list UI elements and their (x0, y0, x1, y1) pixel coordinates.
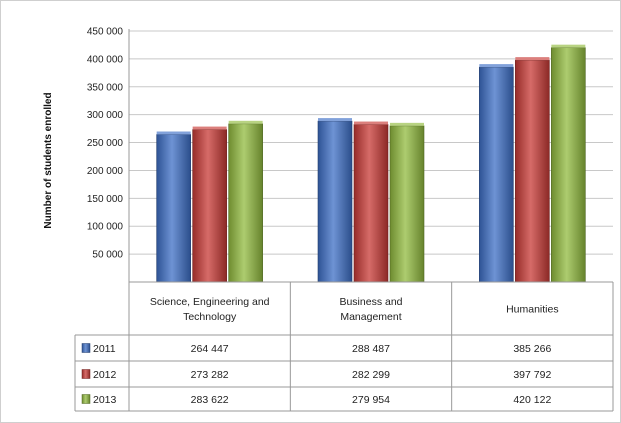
bar-2011-2 (317, 120, 353, 283)
y-tick-label: 200 000 (87, 166, 124, 177)
y-tick-label: 400 000 (87, 54, 124, 65)
category-label: Humanities (506, 304, 559, 316)
data-table-value: 283 622 (191, 394, 229, 406)
data-table-value: 420 122 (513, 394, 551, 406)
legend-swatch-2011 (81, 343, 91, 353)
bar-top-2012-1 (192, 126, 227, 130)
bar-2012-2 (353, 124, 389, 283)
category-label: Technology (183, 311, 237, 323)
bar-2013-2 (389, 125, 425, 283)
bar-top-2013-3 (551, 44, 586, 48)
legend-label-2013: 2013 (93, 394, 117, 406)
y-tick-label: 350 000 (87, 82, 124, 93)
bar-top-2013-2 (390, 122, 424, 126)
category-label: Science, Engineering and (150, 296, 270, 308)
bar-2013-1 (228, 123, 263, 283)
legend-swatch-2013 (81, 394, 91, 404)
y-tick-label: 150 000 (87, 194, 124, 205)
bar-top-2013-1 (228, 120, 263, 124)
bar-2012-1 (192, 129, 227, 283)
category-label: Management (340, 311, 401, 323)
y-tick-label: 300 000 (87, 110, 124, 121)
category-label: Business and (339, 296, 402, 308)
y-tick-label: 50 000 (92, 250, 123, 261)
bar-top-2012-3 (515, 57, 550, 61)
bar-2011-1 (156, 134, 191, 283)
bar-top-2011-1 (156, 131, 191, 135)
legend-label-2011: 2011 (93, 343, 116, 355)
bar-top-2012-2 (354, 121, 388, 125)
bar-top-2011-3 (479, 64, 514, 68)
y-tick-label: 450 000 (87, 27, 124, 38)
y-tick-label: 100 000 (87, 222, 124, 233)
data-table-value: 288 487 (352, 343, 390, 355)
data-table-value: 397 792 (513, 369, 551, 381)
data-table-value: 279 954 (352, 394, 390, 406)
data-table-value: 273 282 (191, 369, 229, 381)
legend-swatch-2012 (81, 369, 91, 379)
bar-2011-3 (479, 66, 514, 283)
legend-label-2012: 2012 (93, 369, 117, 381)
y-axis-title: Number of students enrolled (43, 92, 54, 228)
bar-2012-3 (515, 59, 550, 283)
data-table-value: 264 447 (191, 343, 229, 355)
data-table-value: 282 299 (352, 369, 390, 381)
bar-2013-3 (551, 47, 586, 283)
bar-top-2011-2 (318, 118, 352, 122)
y-tick-label: 250 000 (87, 138, 124, 149)
data-table-value: 385 266 (513, 343, 551, 355)
